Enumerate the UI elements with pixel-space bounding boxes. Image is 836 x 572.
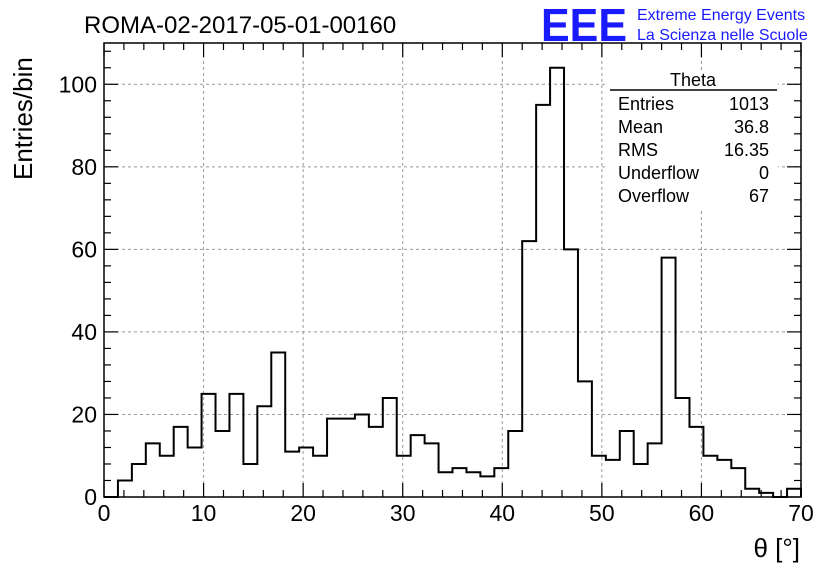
- x-tick-label: 0: [98, 500, 111, 526]
- histogram-bin: [174, 427, 188, 497]
- histogram-bin: [745, 489, 759, 497]
- plot-frame: [103, 42, 802, 498]
- histogram-bin: [620, 431, 634, 497]
- histogram-bin: [313, 456, 327, 497]
- stats-title: Theta: [670, 70, 717, 90]
- stats-label: Entries: [618, 94, 674, 114]
- histogram-bin: [355, 414, 369, 497]
- histogram-bin: [564, 249, 578, 497]
- stats-box-background: [608, 70, 778, 210]
- histogram-bin: [508, 431, 522, 497]
- histogram-bin: [257, 406, 271, 497]
- histogram-bin: [453, 468, 467, 497]
- stats-value: 67: [749, 186, 769, 206]
- histogram-outline: [104, 66, 802, 498]
- histogram-bin: [411, 435, 425, 497]
- histogram-bin: [383, 398, 397, 497]
- histogram-bin: [439, 472, 453, 497]
- histogram-bin: [634, 464, 648, 497]
- chart-title: ROMA-02-2017-05-01-00160: [84, 12, 396, 39]
- histogram-bin: [118, 480, 132, 497]
- stats-rows: Entries 1013 Mean 36.8 RMS 16.35 Underflow 0 Ove…: [618, 94, 769, 206]
- histogram-bin: [592, 456, 606, 497]
- y-axis-title: Entries/bin: [8, 57, 38, 180]
- x-tick-label: 30: [390, 500, 416, 526]
- y-tick-label: 100: [59, 71, 97, 97]
- eee-logo: EEE Extreme Energy Events La Scienza nel…: [541, 0, 808, 51]
- stats-value: 36.8: [734, 117, 769, 137]
- histogram-bin: [662, 258, 676, 497]
- histogram-bin: [146, 443, 160, 497]
- histogram-bin: [397, 456, 411, 497]
- histogram-bin: [578, 381, 592, 497]
- stats-value: 1013: [729, 94, 769, 114]
- histogram-bin: [285, 452, 299, 497]
- stats-label: Underflow: [618, 163, 700, 183]
- x-tick-label: 50: [589, 500, 615, 526]
- x-tick-label: 20: [290, 500, 316, 526]
- histogram-series: [104, 66, 802, 498]
- histogram-bin: [606, 460, 620, 497]
- histogram-bin: [216, 431, 230, 497]
- stats-value: 16.35: [724, 140, 769, 160]
- histogram-bin: [341, 419, 355, 497]
- histogram-bin: [271, 353, 285, 497]
- histogram-bin: [188, 447, 202, 497]
- histogram-bin: [522, 241, 536, 497]
- x-tick-label: 60: [689, 500, 715, 526]
- stats-label: RMS: [618, 140, 658, 160]
- x-tick-label: 70: [788, 500, 814, 526]
- x-tick-label: 10: [191, 500, 217, 526]
- y-tick-label: 20: [71, 401, 97, 427]
- histogram-bin: [229, 394, 243, 497]
- histogram-bin: [243, 464, 257, 497]
- y-tick-label: 60: [71, 236, 97, 262]
- histogram-bin: [327, 419, 341, 497]
- histogram-bin: [731, 468, 745, 497]
- histogram-bin: [160, 456, 174, 497]
- y-tick-label: 80: [71, 154, 97, 180]
- y-tick-label: 0: [84, 484, 97, 510]
- logo-line-1: Extreme Energy Events: [637, 7, 805, 24]
- logo-line-2: La Scienza nelle Scuole: [637, 27, 808, 44]
- stats-box: Theta Entries 1013 Mean 36.8 RMS 16.35 Underfl…: [608, 70, 778, 210]
- histogram-bin: [648, 443, 662, 497]
- stats-label: Overflow: [618, 186, 690, 206]
- histogram-bin: [717, 460, 731, 497]
- x-tick-label: 40: [489, 500, 515, 526]
- histogram-bin: [676, 398, 690, 497]
- histogram-bin: [425, 443, 439, 497]
- stats-value: 0: [759, 163, 769, 183]
- histogram-bin: [299, 447, 313, 497]
- histogram-bin: [703, 456, 717, 497]
- x-axis-title: θ [°]: [753, 533, 800, 563]
- stats-label: Mean: [618, 117, 663, 137]
- grid: [104, 43, 801, 497]
- axes: 0 10 20 30 40 50 60 70 0 20 40 60 80 100: [59, 42, 814, 526]
- histogram-bin: [787, 489, 801, 497]
- histogram-bin: [550, 68, 564, 497]
- histogram-bin: [536, 105, 550, 497]
- histogram-bin: [494, 468, 508, 497]
- y-tick-label: 40: [71, 319, 97, 345]
- histogram-bin: [466, 472, 480, 497]
- histogram-bin: [369, 427, 383, 497]
